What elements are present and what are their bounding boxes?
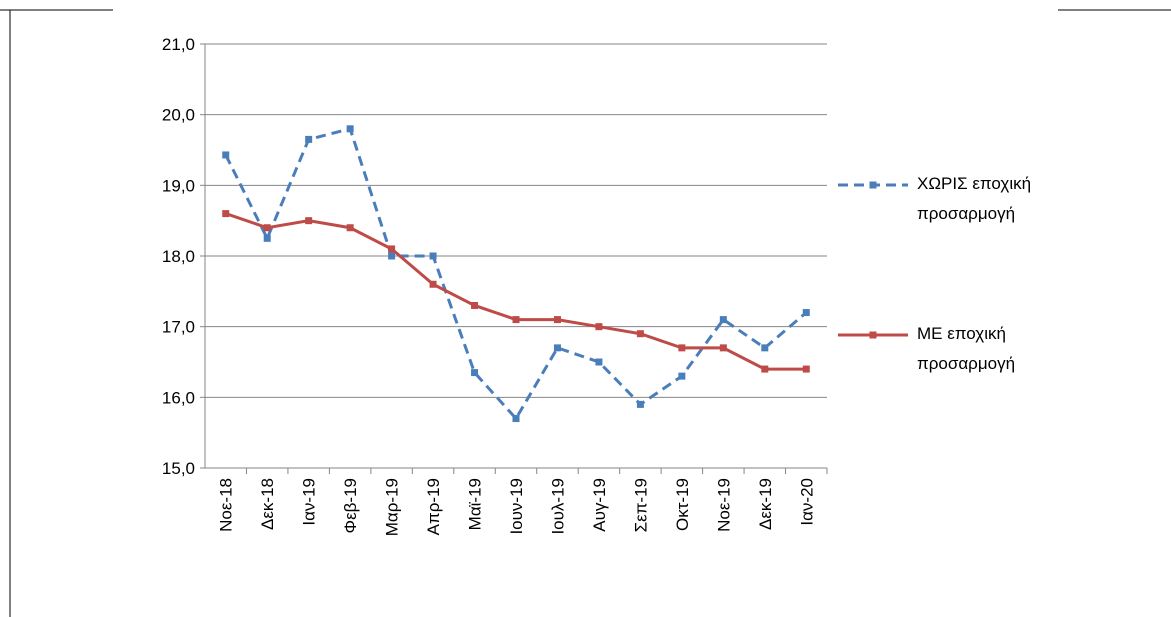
y-tick-label: 20,0 [162,106,195,125]
point-marker [429,252,437,260]
x-tick-label: Νοε-18 [217,478,236,532]
x-tick-label: Μαϊ-19 [466,478,485,530]
point-marker [761,365,769,373]
point-marker [595,323,603,331]
series-line [225,212,807,371]
x-tick-label: Φεβ-19 [341,478,360,534]
point-marker [802,365,810,373]
point-marker [263,224,271,232]
x-tick-label: Αυγ-19 [590,478,609,532]
point-marker [222,151,230,159]
x-tick-label: Ιουλ-19 [548,478,567,535]
point-marker [263,234,271,242]
point-marker [388,245,396,253]
y-tick-label: 17,0 [162,318,195,337]
point-marker [553,344,561,352]
x-tick-label: Σεπ-19 [631,478,650,532]
x-tick-label: Δεκ-19 [756,478,775,530]
point-marker [636,400,644,408]
point-marker [305,217,313,225]
x-tick-label: Ιουν-19 [507,478,526,535]
x-tick-label: Ιαν-19 [300,478,319,526]
point-marker [678,372,686,380]
y-tick-label: 16,0 [162,388,195,407]
point-marker [512,415,520,423]
point-marker [719,316,727,324]
legend-marker [869,331,877,339]
point-marker [388,252,396,260]
y-tick-label: 15,0 [162,459,195,478]
legend-label: ΧΩΡΙΣ εποχική προσαρμογή [917,174,1032,223]
y-tick-label: 18,0 [162,247,195,266]
x-tick-label: Δεκ-18 [258,478,277,530]
point-marker [678,344,686,352]
point-marker [471,369,479,377]
legend-marker [869,181,877,189]
point-marker [471,301,479,309]
point-marker [719,344,727,352]
point-marker [553,316,561,324]
y-tick-label: 21,0 [162,35,195,54]
legend-label: ΜΕ εποχική προσαρμογή [917,324,1016,373]
point-marker [429,280,437,288]
point-marker [222,210,230,218]
x-tick-label: Ιαν-20 [797,478,816,526]
y-tick-label: 19,0 [162,176,195,195]
point-marker [761,344,769,352]
series-line [224,126,808,422]
point-marker [636,330,644,338]
x-tick-label: Οκτ-19 [673,478,692,531]
point-marker [346,224,354,232]
point-marker [346,125,354,133]
point-marker [802,309,810,317]
x-tick-label: Μαρ-19 [383,478,402,536]
point-marker [305,135,313,143]
point-marker [512,316,520,324]
x-tick-label: Απρ-19 [424,478,443,535]
point-marker [595,358,603,366]
x-tick-label: Νοε-19 [714,478,733,532]
